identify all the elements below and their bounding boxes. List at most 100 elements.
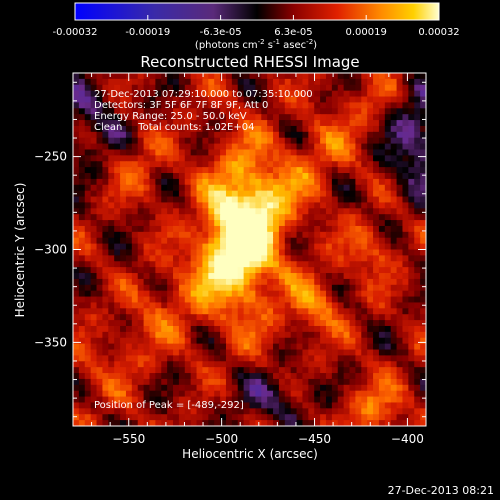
heatmap-cell [273,225,280,233]
heatmap-cell [384,167,392,174]
heatmap-cell [220,214,227,221]
heatmap-cell [178,131,186,139]
heatmap-cell [396,96,404,104]
heatmap-cell [202,149,209,156]
heatmap-cell [108,384,115,392]
heatmap-cell [196,267,204,274]
heatmap-cell [90,255,98,262]
heatmap-cell [243,102,251,109]
heatmap-cell [373,361,380,368]
heatmap-cell [196,155,204,162]
heatmap-cell [349,202,356,209]
heatmap-cell [402,73,409,80]
heatmap-cell [114,290,121,298]
heatmap-cell [343,384,351,392]
heatmap-cell [396,390,404,398]
heatmap-cell [384,296,392,304]
heatmap-cell [90,96,98,104]
heatmap-cell [331,308,339,315]
heatmap-cell [349,84,356,92]
heatmap-cell [178,325,186,333]
heatmap-cell [349,396,356,404]
heatmap-cell [331,384,339,392]
heatmap-cell [325,290,333,298]
heatmap-cell [155,231,162,239]
heatmap-cell [261,337,268,345]
heatmap-cell [231,261,239,268]
heatmap-cell [173,78,180,86]
heatmap-cell [355,296,362,304]
heatmap-cell [225,314,233,321]
heatmap-cell [243,90,251,98]
heatmap-cell [361,155,368,162]
heatmap-cell [302,90,309,98]
heatmap-cell [290,73,298,80]
heatmap-cell [378,314,386,321]
heatmap-cell [73,149,80,156]
heatmap-cell [296,355,304,362]
heatmap-cell [125,114,133,121]
heatmap-cell [220,196,227,204]
heatmap-cell [337,267,345,274]
heatmap-cell [196,225,204,233]
heatmap-cell [202,243,209,251]
heatmap-cell [261,114,268,121]
heatmap-cell [396,114,404,121]
heatmap-cell [102,202,109,209]
heatmap-cell [84,308,92,315]
heatmap-cell [178,373,186,380]
heatmap-cell [278,84,286,92]
heatmap-cell [278,355,286,362]
heatmap-cell [261,173,268,180]
heatmap-cell [420,96,426,104]
heatmap-cell [84,314,92,321]
heatmap-cell [384,337,392,345]
heatmap-cell [273,308,280,315]
heatmap-cell [402,196,409,204]
heatmap-cell [308,73,315,80]
heatmap-cell [302,231,309,239]
heatmap-cell [249,161,256,168]
heatmap-cell [102,155,109,162]
heatmap-cell [367,161,374,168]
heatmap-cell [143,155,151,162]
heatmap-cell [343,131,351,139]
heatmap-cell [208,320,215,327]
heatmap-cell [325,143,333,151]
heatmap-cell [231,214,239,221]
heatmap-cell [84,284,92,292]
heatmap-cell [261,267,268,274]
heatmap-cell [255,402,262,409]
heatmap-cell [349,402,356,409]
heatmap-cell [255,196,262,204]
heatmap-cell [202,231,209,239]
heatmap-cell [278,273,286,280]
heatmap-cell [202,161,209,168]
heatmap-cell [408,161,415,168]
heatmap-cell [161,149,168,156]
heatmap-cell [331,408,339,415]
heatmap-cell [202,390,209,398]
heatmap-cell [137,167,145,174]
heatmap-cell [90,361,98,368]
heatmap-cell [337,90,345,98]
heatmap-cell [361,349,368,356]
heatmap-cell [261,214,268,221]
heatmap-cell [390,190,398,198]
heatmap-cell [149,378,156,386]
heatmap-cell [261,343,268,351]
heatmap-cell [396,78,404,86]
heatmap-cell [84,278,92,286]
heatmap-cell [96,149,104,156]
heatmap-cell [90,290,98,298]
heatmap-cell [314,196,321,204]
heatmap-cell [367,367,374,374]
heatmap-cell [102,208,109,215]
heatmap-cell [314,237,321,245]
heatmap-cell [78,284,86,292]
heatmap-cell [114,343,121,351]
heatmap-cell [125,120,133,127]
heatmap-cell [78,308,86,315]
heatmap-cell [314,190,321,198]
heatmap-cell [149,178,156,186]
